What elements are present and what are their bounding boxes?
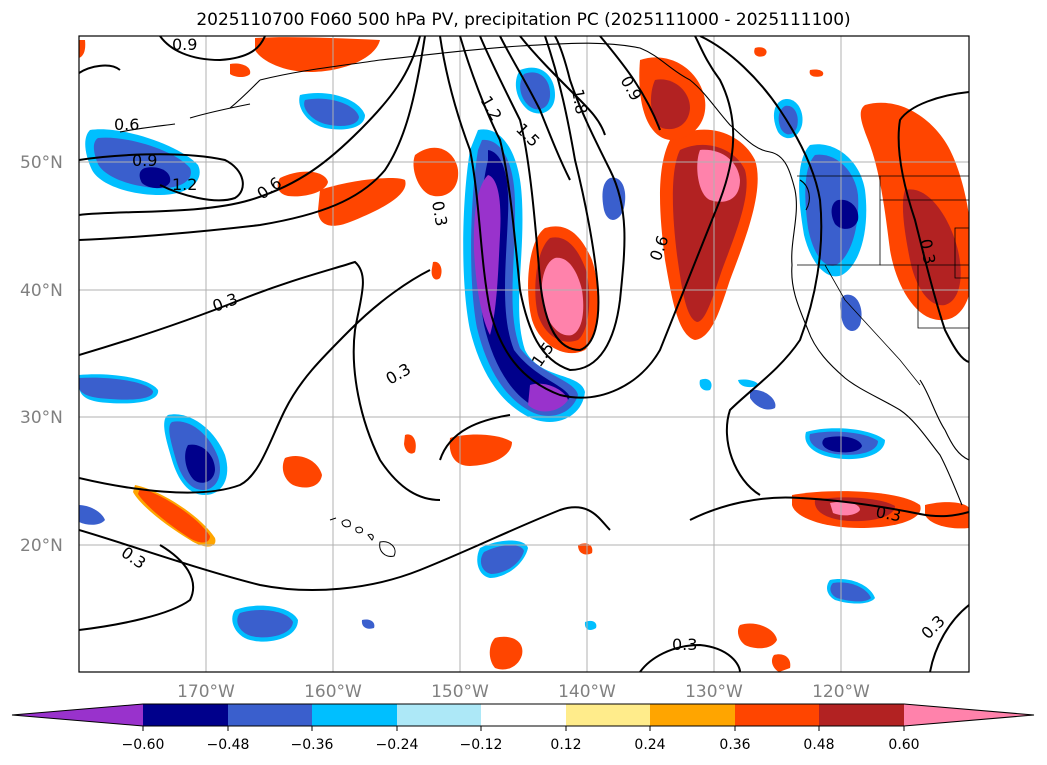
lat-label: 20°N [20, 536, 63, 556]
pv-label: 0.3 [428, 199, 451, 227]
lon-labels: 170°W 160°W 150°W 140°W 130°W 120°W [177, 682, 870, 702]
map-gridlines [79, 36, 969, 672]
map-frame [78, 35, 970, 673]
colorbar-tick-label: 0.36 [719, 737, 750, 753]
lat-label: 30°N [20, 408, 63, 428]
colorbar-tick-label: 0.48 [803, 737, 834, 753]
colorbar-segment [904, 704, 1034, 726]
colorbar-tick-label: 0.60 [888, 737, 919, 753]
colorbar-ticks: −0.60 −0.48 −0.36 −0.24 −0.12 0.12 0.24 … [122, 737, 920, 753]
pv-label: 0.3 [672, 635, 697, 654]
precip-anomaly-fields [79, 37, 969, 672]
colorbar-segment [312, 704, 397, 726]
pv-label: 1.8 [568, 87, 591, 115]
colorbar-segment [143, 704, 228, 726]
colorbar-tick-label: 0.24 [634, 737, 665, 753]
lon-label: 130°W [685, 682, 743, 702]
pv-label: 0.6 [114, 115, 139, 134]
lat-label: 40°N [20, 281, 63, 301]
lon-label: 120°W [812, 682, 870, 702]
colorbar-tick-label: −0.12 [460, 737, 503, 753]
map-title: 2025110700 F060 500 hPa PV, precipitatio… [196, 10, 851, 30]
lon-label: 140°W [558, 682, 616, 702]
colorbar-segment [566, 704, 650, 726]
lon-label: 170°W [177, 682, 235, 702]
colorbar-segment [228, 704, 312, 726]
lon-label: 160°W [304, 682, 362, 702]
pv-label: 0.9 [132, 151, 157, 170]
pv-contours [79, 36, 969, 672]
pv-label: 0.3 [874, 502, 902, 525]
colorbar-tick-label: 0.12 [550, 737, 581, 753]
colorbar-segment [12, 704, 143, 726]
colorbar-segment [819, 704, 904, 726]
coastlines [119, 42, 969, 506]
colorbar-segment [735, 704, 819, 726]
pv-label: 0.3 [916, 237, 939, 265]
colorbar-segment [650, 704, 735, 726]
lat-labels: 20°N 30°N 40°N 50°N [20, 153, 63, 556]
lat-label: 50°N [20, 153, 63, 173]
pv-label: 0.9 [172, 35, 197, 54]
colorbar-tick-label: −0.24 [376, 737, 419, 753]
hawaii-islands [329, 517, 396, 557]
colorbar-tick-label: −0.36 [291, 737, 334, 753]
colorbar-tick-label: −0.48 [207, 737, 250, 753]
colorbar [11, 703, 1035, 731]
colorbar-segment [397, 704, 481, 726]
colorbar-segment [481, 704, 566, 726]
lon-label: 150°W [431, 682, 489, 702]
pv-label: 1.2 [172, 175, 197, 194]
map-plot-area: 0.9 0.6 0.9 1.2 0.6 0.3 0.3 1.2 1.5 1.8 … [79, 35, 969, 672]
colorbar-tick-label: −0.60 [122, 737, 165, 753]
